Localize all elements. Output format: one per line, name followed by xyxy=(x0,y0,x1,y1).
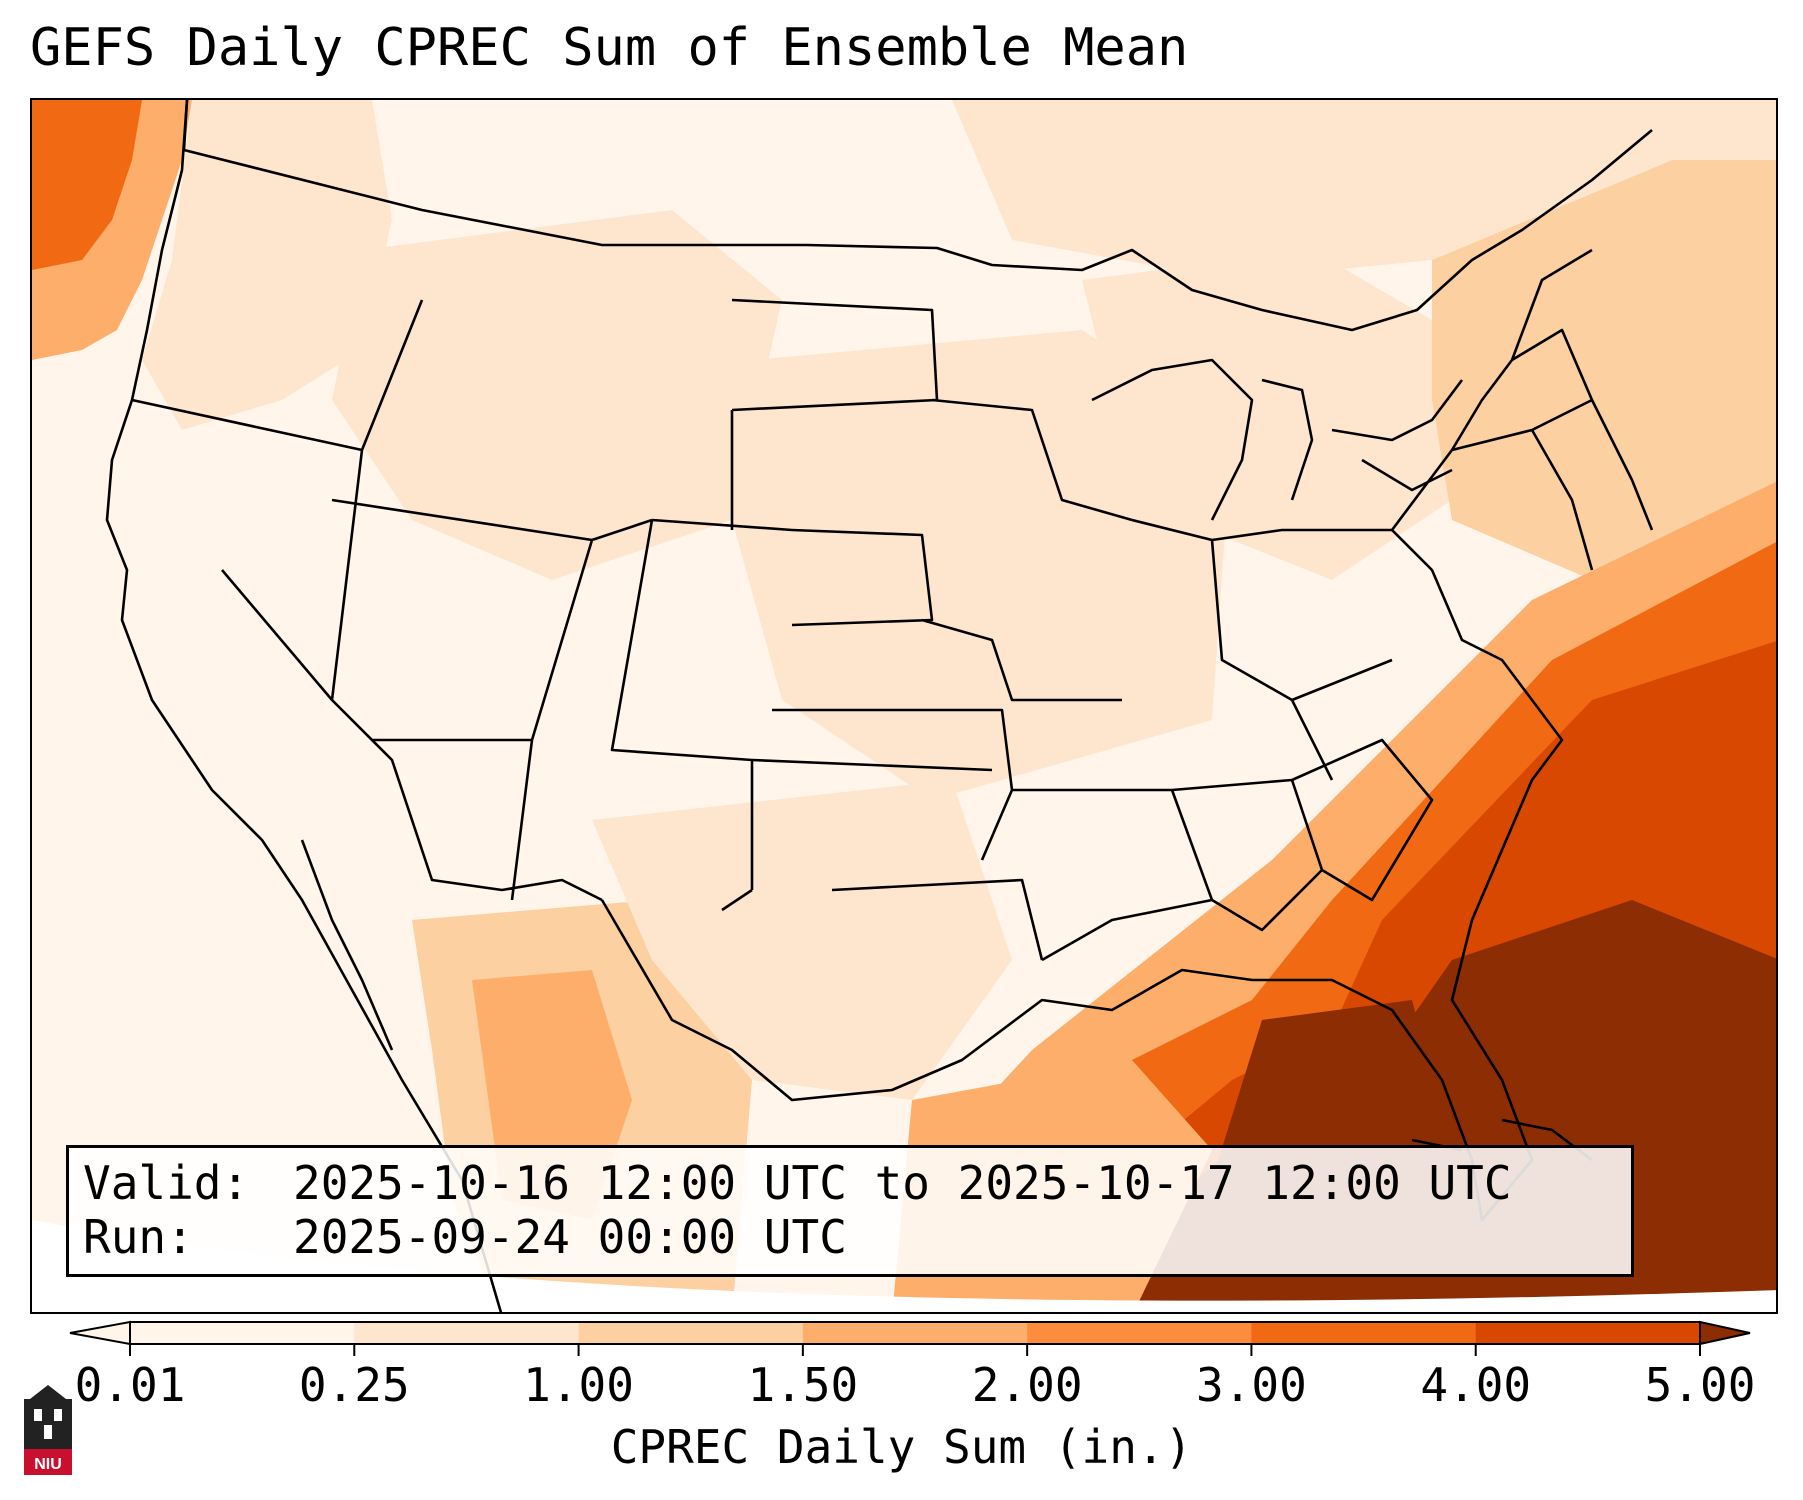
precipitation-map xyxy=(30,98,1778,1314)
colorbar-extend-right xyxy=(1699,1320,1751,1346)
colorbar-tick-label: 0.25 xyxy=(298,1358,410,1412)
logo-tower xyxy=(30,1385,66,1399)
colorbar-tick-label: 0.01 xyxy=(74,1358,186,1412)
colorbar-segment xyxy=(1475,1322,1701,1344)
plains-states xyxy=(730,298,1133,961)
east-states xyxy=(1131,398,1593,921)
valid-line: Valid: 2025-10-16 12:00 UTC to 2025-10-17… xyxy=(83,1156,1617,1210)
niu-logo: NIU xyxy=(24,1385,72,1475)
colorbar-segment xyxy=(354,1322,580,1344)
colorbar-tick-labels: 0.01 0.25 1.00 1.50 2.00 3.00 4.00 5.00 xyxy=(0,1360,1803,1410)
colorbar-frame xyxy=(129,1321,1701,1345)
colorbar-segment xyxy=(1027,1322,1252,1344)
colorbar-extend-left xyxy=(69,1320,131,1346)
run-line: Run: 2025-09-24 00:00 UTC xyxy=(83,1210,1617,1264)
political-borders xyxy=(105,100,1654,1312)
colorbar-segment xyxy=(802,1322,1028,1344)
precip-region-nw-inland xyxy=(142,100,392,430)
canada-us-border xyxy=(182,100,1653,332)
logo-window-3 xyxy=(44,1425,52,1439)
precip-region-northeast xyxy=(1432,160,1776,580)
colorbar-tick-label: 3.00 xyxy=(1196,1358,1307,1412)
colorbar-segment xyxy=(578,1322,804,1344)
precip-region-west-light xyxy=(332,210,782,580)
logo-banner xyxy=(24,1449,72,1475)
map-canvas xyxy=(32,100,1776,1312)
run-value: 2025-09-24 00:00 UTC xyxy=(293,1210,847,1264)
projection-edge xyxy=(32,1220,1776,1312)
colorbar-tick-label: 1.00 xyxy=(523,1358,634,1412)
western-states xyxy=(131,299,793,912)
precip-region-great-lakes xyxy=(1082,250,1452,580)
northeast-states xyxy=(1450,248,1654,571)
precip-region-pacific-nw-core xyxy=(32,100,142,270)
great-lakes-outline xyxy=(1091,358,1464,521)
valid-run-info-box: Valid: 2025-10-16 12:00 UTC to 2025-10-17… xyxy=(66,1145,1634,1277)
precip-region-texas xyxy=(592,780,1012,1100)
pacific-coast xyxy=(105,100,503,1312)
run-label: Run: xyxy=(83,1210,194,1264)
valid-label: Valid: xyxy=(83,1156,250,1210)
colorbar xyxy=(69,1320,1751,1356)
colorbar-label: CPREC Daily Sum (in.) xyxy=(610,1420,1193,1474)
colorbar-segment xyxy=(130,1322,355,1344)
logo-window-1 xyxy=(34,1409,42,1421)
map-title: GEFS Daily CPREC Sum of Ensemble Mean xyxy=(30,18,1189,78)
precip-region-canada-light xyxy=(952,100,1776,280)
logo-text: NIU xyxy=(34,1456,62,1473)
south-states xyxy=(1012,738,1434,962)
colorbar-segment xyxy=(1251,1322,1477,1344)
colorbar-tick-label: 4.00 xyxy=(1420,1358,1532,1412)
colorbar-tick-label: 5.00 xyxy=(1644,1358,1756,1412)
precip-region-central-light xyxy=(732,330,1232,800)
logo-window-2 xyxy=(54,1409,62,1421)
colorbar-tick-label: 2.00 xyxy=(971,1358,1083,1412)
colorbar-tick-label: 1.50 xyxy=(747,1358,859,1412)
logo-building xyxy=(24,1399,72,1449)
valid-value: 2025-10-16 12:00 UTC to 2025-10-17 12:00… xyxy=(293,1156,1512,1210)
